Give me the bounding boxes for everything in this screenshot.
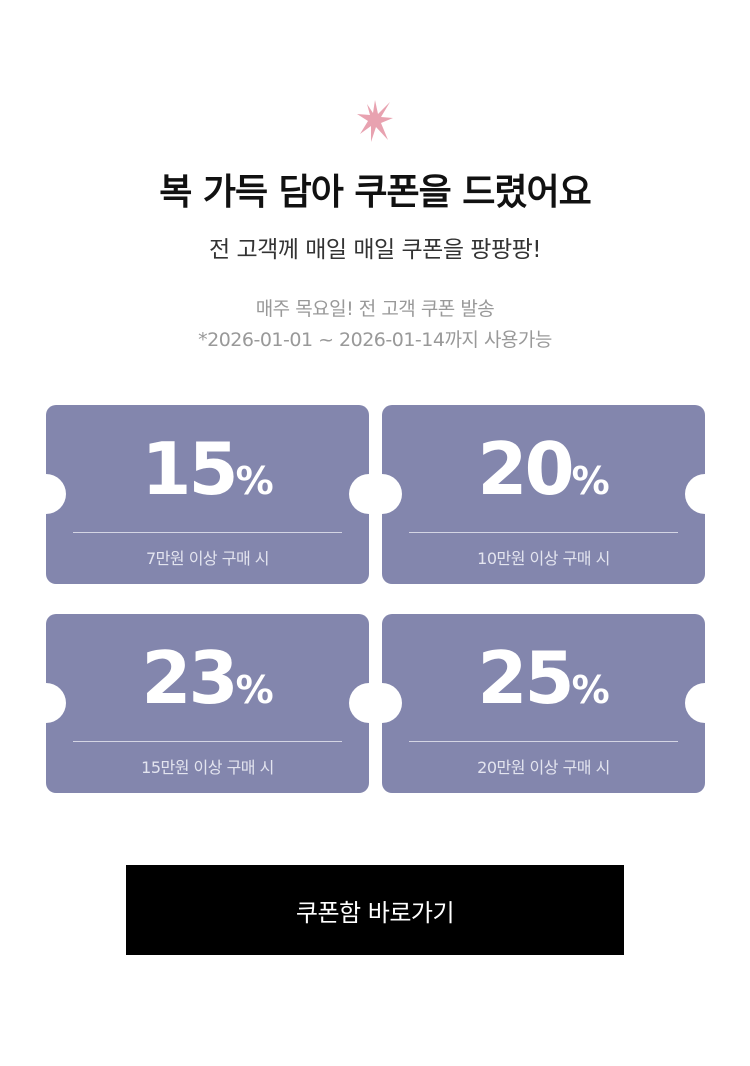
discount-number: 20	[477, 427, 574, 511]
coupon-condition: 20만원 이상 구매 시	[477, 758, 610, 777]
discount-number: 15	[141, 427, 238, 511]
page-title: 복 가득 담아 쿠폰을 드렸어요	[159, 172, 592, 213]
discount-unit: %	[571, 459, 610, 503]
coupon-box-button[interactable]: 쿠폰함 바로가기	[126, 865, 624, 955]
page-subtitle: 전 고객께 매일 매일 쿠폰을 팡팡팡!	[208, 237, 542, 263]
discount-number: 25	[477, 636, 574, 720]
ticket-notch	[382, 683, 402, 723]
discount-unit: %	[235, 459, 274, 503]
discount-number: 23	[141, 636, 238, 720]
info-line-validity: *2026-01-01 ~ 2026-01-14까지 사용가능	[198, 329, 552, 351]
coupon-card[interactable]: 15% 7만원 이상 구매 시	[46, 405, 369, 584]
divider	[409, 741, 678, 742]
sparkle-icon	[357, 100, 393, 142]
divider	[409, 532, 678, 533]
discount-unit: %	[235, 668, 274, 712]
ticket-notch	[46, 474, 66, 514]
discount-value: 23%	[46, 636, 369, 720]
ticket-notch	[349, 683, 369, 723]
coupon-condition: 7만원 이상 구매 시	[146, 549, 269, 568]
coupon-info: 매주 목요일! 전 고객 쿠폰 발송 *2026-01-01 ~ 2026-01…	[0, 294, 750, 356]
discount-unit: %	[571, 668, 610, 712]
divider	[73, 741, 342, 742]
ticket-notch	[685, 474, 705, 514]
discount-value: 15%	[46, 427, 369, 511]
discount-value: 25%	[382, 636, 705, 720]
coupon-condition: 10만원 이상 구매 시	[477, 549, 610, 568]
coupon-condition: 15만원 이상 구매 시	[141, 758, 274, 777]
info-line-schedule: 매주 목요일! 전 고객 쿠폰 발송	[255, 298, 495, 320]
discount-value: 20%	[382, 427, 705, 511]
coupon-card[interactable]: 20% 10만원 이상 구매 시	[382, 405, 705, 584]
coupon-card[interactable]: 25% 20만원 이상 구매 시	[382, 614, 705, 793]
divider	[73, 532, 342, 533]
ticket-notch	[349, 474, 369, 514]
ticket-notch	[685, 683, 705, 723]
ticket-notch	[46, 683, 66, 723]
ticket-notch	[382, 474, 402, 514]
coupon-card[interactable]: 23% 15만원 이상 구매 시	[46, 614, 369, 793]
